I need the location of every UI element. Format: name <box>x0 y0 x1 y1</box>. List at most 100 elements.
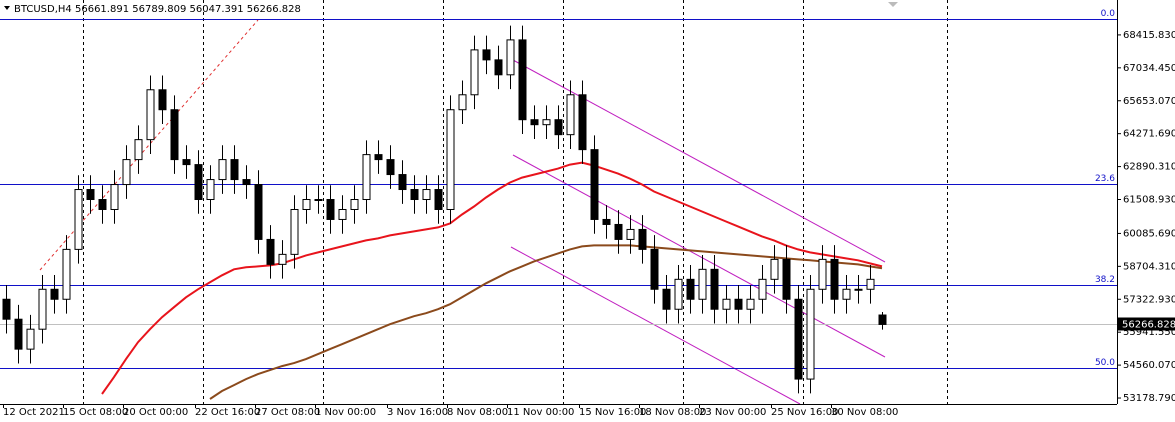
candle-body <box>494 59 503 76</box>
level-label: 38.2 <box>1095 275 1115 285</box>
candle-body <box>518 39 527 121</box>
channel-line <box>512 154 886 358</box>
candle-body <box>578 94 587 151</box>
candle-body <box>638 228 647 250</box>
y-tick-label: 64271.690 <box>1123 129 1175 140</box>
candle-body <box>362 154 371 201</box>
candle-body <box>398 174 407 191</box>
candle-body <box>794 298 803 380</box>
time-grid <box>83 0 948 404</box>
x-tick-label: 20 Oct 00:00 <box>123 407 188 418</box>
level-label: 0.0 <box>1101 9 1116 19</box>
candle-body <box>842 288 851 300</box>
y-tick-label: 65653.070 <box>1123 96 1175 107</box>
candle-body <box>242 179 251 186</box>
candle-body <box>698 268 707 300</box>
candle-body <box>230 159 239 181</box>
candle-body <box>818 258 827 290</box>
axes: 68415.830 67034.450 65653.070 64271.690 6289… <box>3 30 1175 418</box>
candle-body <box>830 258 839 300</box>
x-tick-label: 12 Oct 2021 <box>3 407 65 418</box>
candle-body <box>350 199 359 210</box>
candle-body <box>782 258 791 300</box>
candle-body <box>662 288 671 310</box>
candle-body <box>50 288 59 300</box>
candle-body <box>314 199 323 202</box>
x-tick-label: 18 Nov 08:00 <box>639 407 706 418</box>
candle-body <box>650 248 659 290</box>
candle-body <box>878 314 887 325</box>
candle-body <box>590 149 599 220</box>
channel-line <box>512 59 886 263</box>
y-tick-label: 60085.690 <box>1123 228 1175 239</box>
candle-body <box>26 328 35 350</box>
symbol: BTCUSD,H4 <box>14 4 72 15</box>
candle-body <box>146 89 155 141</box>
y-tick-label: 68415.830 <box>1123 30 1175 41</box>
candle-body <box>758 278 767 300</box>
candle-body <box>614 223 623 240</box>
candle-body <box>218 159 227 181</box>
level-label: 23.6 <box>1095 174 1115 184</box>
candle-body <box>470 49 479 96</box>
y-tick-label: 58704.310 <box>1123 261 1175 272</box>
candle-body <box>386 159 395 176</box>
x-tick-label: 3 Nov 16:00 <box>387 407 448 418</box>
candle-body <box>446 109 455 210</box>
candle-body <box>326 199 335 220</box>
candle-body <box>422 189 431 201</box>
x-tick-label: 25 Nov 16:00 <box>771 407 838 418</box>
candle-body <box>482 49 491 61</box>
menu-arrow[interactable] <box>4 6 10 10</box>
candle-body <box>278 253 287 265</box>
x-tick-label: 11 Nov 00:00 <box>507 407 574 418</box>
chart-header: BTCUSD,H4 56661.891 56789.809 56047.391 … <box>14 4 301 15</box>
y-tick-label: 62890.310 <box>1123 162 1175 173</box>
candle-body <box>170 109 179 161</box>
candle-body <box>254 184 263 240</box>
x-tick-label: 15 Nov 16:00 <box>579 407 646 418</box>
channel <box>510 59 886 405</box>
y-tick-label: 57322.930 <box>1123 294 1175 305</box>
candle-body <box>806 288 815 380</box>
candle-body <box>458 94 467 111</box>
candle-body <box>86 189 95 201</box>
x-tick-label: 30 Nov 08:00 <box>831 407 898 418</box>
bid-box <box>1118 317 1175 331</box>
candle-body <box>854 288 863 291</box>
candle-body <box>434 189 443 210</box>
candle-body <box>266 238 275 265</box>
candle-body <box>866 278 875 290</box>
candle-body <box>746 298 755 310</box>
candle-body <box>134 139 143 161</box>
candle-body <box>734 298 743 310</box>
candle-body <box>722 298 731 310</box>
time-axis-bg <box>0 404 1175 422</box>
y-tick-label: 61508.930 <box>1123 195 1175 206</box>
candle-body <box>338 208 347 220</box>
y-tick-label: 53178.790 <box>1123 393 1175 404</box>
candle-body <box>506 39 515 76</box>
candle-body <box>566 94 575 136</box>
price-axis-bg <box>1117 0 1175 422</box>
candle-body <box>686 278 695 300</box>
candle-body <box>194 164 203 201</box>
candle-body <box>290 208 299 255</box>
candle-body <box>542 119 551 126</box>
x-tick-label: 23 Nov 00:00 <box>699 407 766 418</box>
open: 56661.891 <box>75 4 129 15</box>
candle-body <box>206 179 215 201</box>
candle-body <box>626 228 635 240</box>
candle-body <box>74 189 83 250</box>
candle-body <box>2 298 11 320</box>
y-tick-label: 54560.070 <box>1123 360 1175 371</box>
candle-body <box>374 154 383 161</box>
candle-body <box>122 159 131 186</box>
moving-average <box>209 244 883 400</box>
bid-label: 56266.828 <box>1122 320 1175 331</box>
high: 56789.809 <box>132 4 186 15</box>
x-tick-label: 1 Nov 00:00 <box>315 407 376 418</box>
candle-body <box>554 119 563 136</box>
